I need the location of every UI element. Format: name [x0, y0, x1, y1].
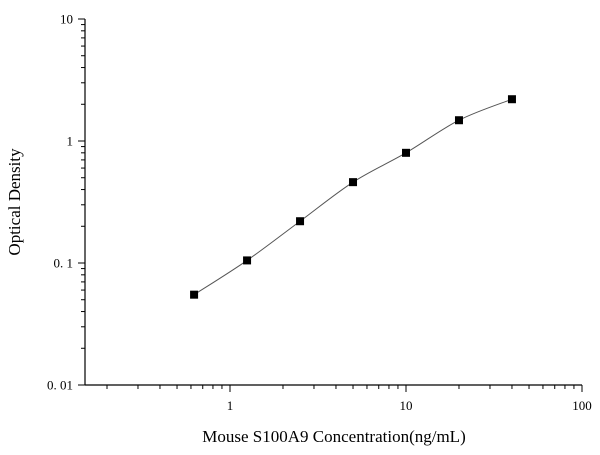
data-point: [402, 148, 411, 157]
data-point: [454, 116, 463, 125]
data-point: [243, 256, 252, 265]
x-tick-label: 1: [227, 398, 234, 413]
y-tick-label: 0. 1: [54, 256, 74, 271]
data-point: [296, 217, 305, 226]
y-axis-title: Optical Density: [5, 148, 24, 256]
axes: [78, 18, 583, 392]
data-point: [349, 178, 358, 187]
data-point: [190, 290, 199, 299]
data-point: [507, 95, 516, 104]
data-markers: [190, 95, 516, 299]
fit-curve: [193, 98, 513, 296]
fit-curve-layer: [193, 98, 513, 296]
x-tick-label: 10: [400, 398, 413, 413]
y-tick-label: 10: [60, 12, 73, 27]
x-axis-title: Mouse S100A9 Concentration(ng/mL): [202, 427, 465, 446]
tick-labels: 1 10 100 0. 01 0. 1 1 10: [47, 12, 592, 414]
y-tick-label: 1: [67, 134, 74, 149]
y-tick-label: 0. 01: [47, 378, 73, 393]
x-tick-label: 100: [572, 398, 592, 413]
